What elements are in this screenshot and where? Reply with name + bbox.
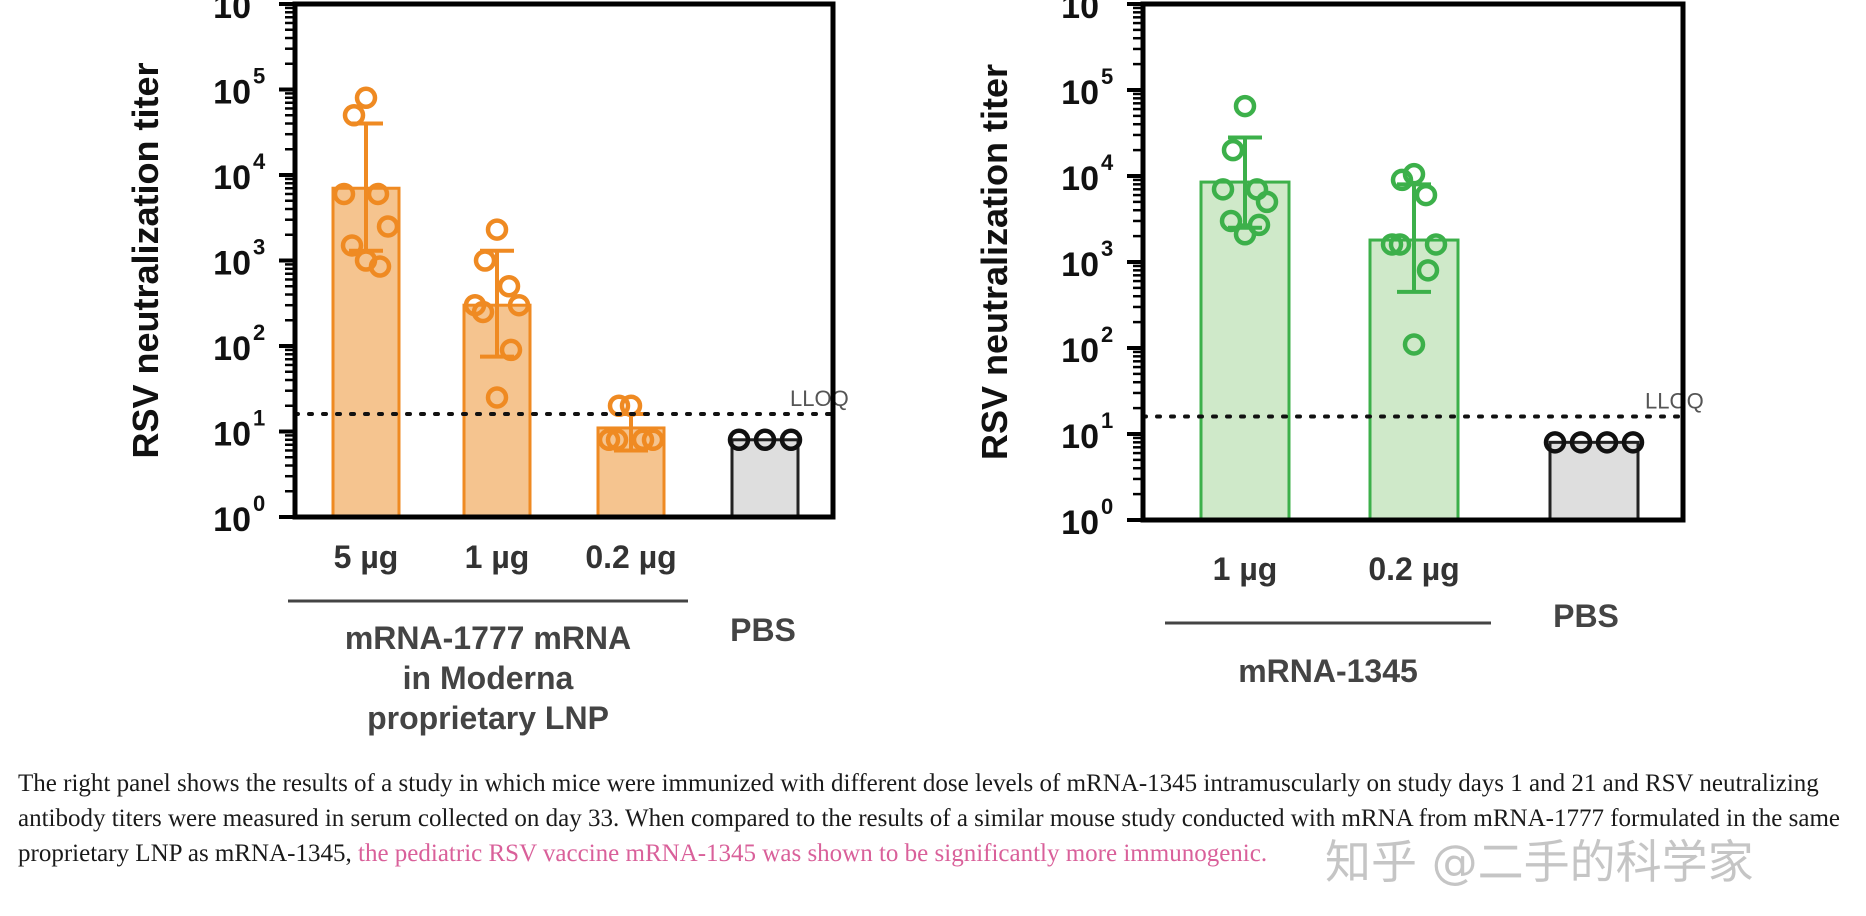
y-tick-exponent: 2: [1101, 322, 1113, 347]
y-tick-label: 10: [1061, 418, 1099, 456]
data-point: [1543, 431, 1567, 454]
data-point: [354, 86, 378, 110]
right-panel: 100101102103104105106RSV neutralization …: [974, 0, 1704, 689]
bar: [730, 438, 800, 519]
y-tick-exponent: 5: [1101, 64, 1113, 89]
x-category-label: 5 µg: [334, 539, 399, 575]
data-point: [1255, 190, 1279, 214]
data-point: [366, 182, 390, 206]
data-point: [497, 274, 521, 298]
data-point: [779, 428, 803, 452]
y-tick-exponent: 2: [253, 320, 265, 345]
data-point: [376, 215, 400, 238]
y-tick-label: 10: [213, 159, 251, 197]
data-point: [1402, 162, 1426, 186]
y-axis-label: RSV neutralization titer: [974, 64, 1015, 460]
pbs-label: PBS: [730, 612, 796, 648]
data-point: [354, 249, 378, 272]
group-label-line: mRNA-1777 mRNA: [345, 620, 631, 656]
x-category-label: 0.2 µg: [585, 539, 676, 575]
group-label-line: mRNA-1345: [1238, 653, 1418, 689]
y-tick-exponent: 3: [253, 235, 265, 260]
x-category-label: 1 µg: [1213, 551, 1278, 587]
data-point: [597, 428, 621, 452]
y-tick-exponent: 5: [253, 64, 265, 89]
x-category-label: 0.2 µg: [1368, 551, 1459, 587]
y-tick-label: 10: [1061, 0, 1099, 26]
pbs-label: PBS: [1553, 598, 1619, 634]
data-point: [499, 338, 523, 362]
y-tick-exponent: 1: [253, 406, 265, 431]
data-point: [1414, 183, 1438, 207]
lloq-label: LLOQ: [1645, 388, 1704, 413]
data-point: [1219, 209, 1243, 233]
y-tick-exponent: 0: [1101, 494, 1113, 519]
data-point: [1221, 138, 1245, 162]
data-point: [753, 428, 777, 452]
caption-highlight: the pediatric RSV vaccine mRNA-1345 was …: [358, 840, 1268, 867]
y-tick-label: 10: [1061, 74, 1099, 112]
data-point: [631, 428, 655, 452]
y-tick-exponent: 1: [1101, 408, 1113, 433]
data-point: [340, 234, 364, 257]
group-label-line: in Moderna: [403, 660, 574, 696]
y-tick-label: 10: [213, 501, 251, 539]
plot-frame: [1140, 1, 1686, 523]
x-category-label: 1 µg: [465, 539, 530, 575]
data-point: [641, 428, 665, 452]
caption: The right panel shows the results of a s…: [18, 766, 1848, 871]
y-tick-label: 10: [213, 74, 251, 112]
caption-text: The right panel shows the results of a s…: [18, 770, 1841, 867]
lloq-label: LLOQ: [790, 386, 849, 411]
data-point: [1595, 431, 1619, 454]
y-tick-label: 10: [213, 245, 251, 283]
y-tick-exponent: 6: [253, 0, 265, 3]
figure: 100101102103104105106RSV neutralization …: [125, 0, 1704, 736]
y-tick-label: 10: [213, 0, 251, 26]
data-point: [1569, 431, 1593, 454]
data-point: [727, 428, 751, 452]
watermark: 知乎 @二手的科学家: [1325, 835, 1754, 889]
y-tick-exponent: 0: [253, 491, 265, 516]
y-tick-label: 10: [213, 416, 251, 454]
y-tick-exponent: 4: [253, 149, 266, 174]
y-tick-exponent: 6: [1101, 0, 1113, 3]
y-tick-exponent: 4: [1101, 150, 1114, 175]
data-point: [485, 218, 509, 241]
left-panel: 100101102103104105106RSV neutralization …: [125, 0, 849, 736]
data-point: [1424, 233, 1448, 256]
y-tick-label: 10: [1061, 246, 1099, 284]
bar: [1199, 180, 1291, 522]
data-point: [1621, 431, 1645, 454]
data-point: [1402, 333, 1426, 356]
bar: [1548, 440, 1640, 522]
data-point: [605, 428, 629, 452]
plot-frame: [292, 1, 836, 520]
data-point: [1416, 259, 1440, 282]
data-point: [1211, 178, 1235, 201]
data-point: [485, 386, 509, 409]
y-tick-label: 10: [1061, 504, 1099, 542]
y-tick-label: 10: [213, 330, 251, 368]
data-point: [473, 249, 497, 272]
data-point: [342, 103, 366, 127]
y-tick-label: 10: [1061, 332, 1099, 370]
data-point: [1388, 233, 1412, 256]
data-point: [332, 182, 356, 206]
data-point: [507, 293, 531, 317]
data-point: [1233, 94, 1257, 118]
data-point: [1390, 168, 1414, 192]
data-point: [1233, 223, 1257, 246]
data-point: [471, 300, 495, 324]
y-axis-label: RSV neutralization titer: [125, 62, 166, 458]
y-tick-label: 10: [1061, 160, 1099, 198]
group-label-line: proprietary LNP: [367, 700, 609, 736]
y-tick-exponent: 3: [1101, 236, 1113, 261]
data-point: [1380, 233, 1404, 256]
